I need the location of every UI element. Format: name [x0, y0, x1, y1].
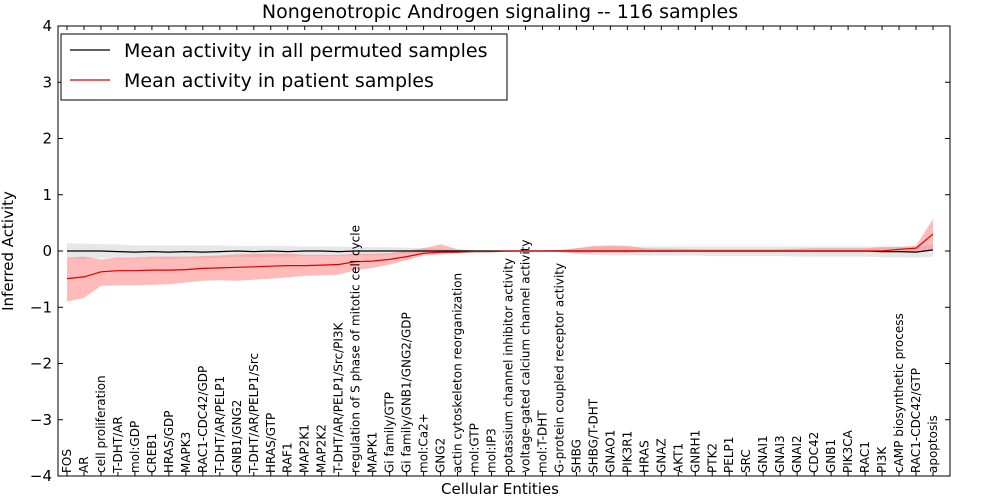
- line-series-1: [66, 233, 934, 280]
- x-tick-label: PELP1: [722, 437, 736, 473]
- x-tick-label: RAC1-CDC42/GTP: [909, 368, 923, 473]
- x-tick-label: regulation of S phase of mitotic cell cy…: [349, 225, 363, 473]
- x-tick-label: GNB1/GNG2: [230, 400, 244, 473]
- x-axis: FOS AR cell proliferation T-DHT/AR mol:GDP CR…: [60, 26, 940, 476]
- x-tick-label: cell proliferation: [94, 375, 108, 473]
- x-tick-label: GNAI1: [756, 435, 770, 473]
- legend: Mean activity in all permuted samples Me…: [60, 33, 508, 101]
- x-tick-label: SHBG: [569, 439, 583, 473]
- x-tick-label: cAMP biosynthetic process: [892, 313, 906, 473]
- x-tick-label: MAP2K1: [298, 424, 312, 473]
- x-tick-label: PIK3CA: [841, 429, 855, 473]
- y-tick-label: −3: [30, 411, 52, 429]
- x-tick-label: SRC: [739, 449, 753, 473]
- y-tick-label: 1: [42, 186, 52, 204]
- legend-label-patient: Mean activity in patient samples: [124, 70, 434, 92]
- x-tick-label: CREB1: [145, 433, 159, 473]
- y-axis: −4 −3 −2 −1 0 1 2 3 4: [30, 17, 950, 485]
- y-tick-label: −1: [30, 298, 52, 316]
- x-tick-label: PI3K: [875, 446, 889, 473]
- x-tick-label: AR: [77, 456, 91, 473]
- x-tick-label: MAP2K2: [315, 424, 329, 473]
- x-tick-label: RAC1: [858, 441, 872, 473]
- x-tick-label: apoptosis: [926, 415, 940, 473]
- x-tick-label: T-DHT/AR/PELP1/Src/PI3K: [332, 321, 346, 474]
- x-tick-label: HRAS/GTP: [264, 413, 278, 473]
- x-tick-label: voltage-gated calcium channel activity: [519, 239, 533, 473]
- y-tick-label: 0: [42, 242, 52, 260]
- x-tick-label: mol:GDP: [128, 421, 142, 473]
- x-axis-label: Cellular Entities: [441, 480, 559, 498]
- x-tick-label: PTK2: [705, 443, 719, 473]
- x-tick-label: GNAO1: [603, 430, 617, 473]
- x-tick-label: GNG2: [434, 438, 448, 473]
- x-tick-label: potassium channel inhibitor activity: [502, 258, 516, 473]
- x-tick-label: FOS: [60, 449, 74, 473]
- x-tick-label: RAF1: [281, 442, 295, 473]
- x-tick-label: T-DHT/AR: [111, 416, 125, 474]
- x-tick-label: mol:Ca2+: [417, 413, 431, 473]
- x-tick-label: HRAS/GDP: [162, 410, 176, 473]
- y-tick-label: −4: [30, 467, 52, 485]
- y-axis-label: Inferred Activity: [0, 191, 17, 311]
- legend-label-permuted: Mean activity in all permuted samples: [124, 40, 487, 62]
- y-tick-label: 4: [42, 17, 52, 35]
- y-tick-label: 2: [42, 130, 52, 148]
- x-tick-label: RAC1-CDC42/GDP: [196, 366, 210, 473]
- confidence-bands: [67, 218, 933, 302]
- x-tick-label: mol:IP3: [485, 428, 499, 473]
- x-tick-label: GNAZ: [654, 438, 668, 473]
- x-tick-label: mol:GTP: [468, 423, 482, 473]
- x-tick-label: T-DHT/AR/PELP1: [213, 376, 227, 474]
- legend-box: [60, 33, 508, 101]
- x-tick-label: actin cytoskeleton reorganization: [451, 273, 465, 473]
- x-tick-label: SHBG/T-DHT: [586, 398, 600, 473]
- x-tick-label: mol:T-DHT: [536, 410, 550, 473]
- x-tick-label: GNB1: [824, 439, 838, 473]
- x-tick-label: GNAI3: [773, 435, 787, 473]
- x-tick-label: G-protein coupled receptor activity: [552, 263, 566, 473]
- y-tick-label: −2: [30, 355, 52, 373]
- x-tick-label: CDC42: [807, 432, 821, 473]
- y-tick-label: 3: [42, 73, 52, 91]
- chart-title: Nongenotropic Androgen signaling -- 116 …: [262, 1, 738, 23]
- x-tick-label: T-DHT/AR/PELP1/Src: [247, 353, 261, 474]
- x-tick-label: GNRH1: [688, 430, 702, 473]
- x-tick-label: Gi family/GNB1/GNG2/GDP: [400, 312, 414, 473]
- x-tick-label: GNAI2: [790, 435, 804, 473]
- x-tick-label: MAPK1: [366, 432, 380, 473]
- x-tick-label: PIK3R1: [620, 431, 634, 473]
- x-tick-label: HRAS: [637, 440, 651, 473]
- series-lines: [66, 233, 934, 280]
- band-series-1: [67, 218, 933, 302]
- x-tick-label: Gi family/GTP: [383, 392, 397, 473]
- x-tick-label: AKT1: [671, 443, 685, 473]
- x-tick-label: MAPK3: [179, 432, 193, 473]
